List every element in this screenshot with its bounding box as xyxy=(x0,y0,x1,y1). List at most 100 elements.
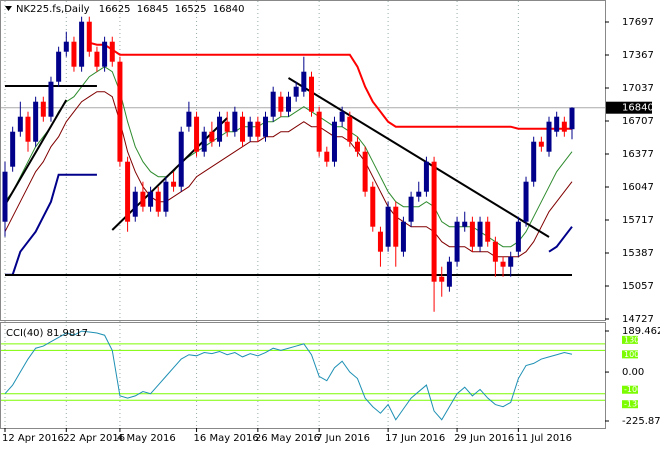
candle-body xyxy=(286,96,291,112)
candle-body xyxy=(308,76,314,112)
cci-line xyxy=(4,330,573,421)
y-tick-label: 17697 xyxy=(622,17,654,28)
last-price-label: 16840 xyxy=(622,103,654,114)
y-tick-label: 0.00 xyxy=(622,367,644,378)
candle-body xyxy=(2,171,8,222)
candle-body xyxy=(354,141,360,152)
x-tick-label: 16 May 2016 xyxy=(194,433,259,444)
candle-body xyxy=(561,121,567,132)
candle-body xyxy=(109,41,115,62)
y-tick-label: 14727 xyxy=(622,314,654,325)
candle-body xyxy=(492,241,498,262)
candle-body xyxy=(331,121,337,162)
overlay-line xyxy=(89,41,572,130)
last-high: 16845 xyxy=(137,4,169,15)
candle-body xyxy=(232,111,238,132)
candle-body xyxy=(17,116,23,132)
indicator-last: 81.9817 xyxy=(47,328,88,339)
candle-body xyxy=(377,231,383,252)
candle-body xyxy=(194,116,200,152)
x-tick-label: 17 Jun 2016 xyxy=(385,433,445,444)
level-label: -130 xyxy=(624,400,642,409)
candle-body xyxy=(263,116,269,137)
y-tick-label: 17037 xyxy=(622,83,654,94)
level-label-box xyxy=(622,335,638,344)
candle-body xyxy=(224,121,230,132)
y-tick-label: 16377 xyxy=(622,149,654,160)
last-low: 16525 xyxy=(175,4,207,15)
candle-body xyxy=(132,191,138,217)
candle-body xyxy=(485,221,491,242)
menu-arrow xyxy=(5,6,12,11)
candle-body xyxy=(178,131,184,187)
y-tick-label: -225.876 xyxy=(622,416,660,427)
candle-body xyxy=(155,191,161,212)
level-label: 100 xyxy=(624,350,639,359)
chart-title: NK225.fs,Daily xyxy=(16,4,90,15)
trendline xyxy=(4,99,68,206)
candle-body xyxy=(408,196,414,222)
candle-body xyxy=(209,131,215,142)
last-open: 16625 xyxy=(99,4,131,15)
overlay-line xyxy=(548,226,573,253)
candle-body xyxy=(148,191,154,207)
indicator-title: CCI(40) xyxy=(6,328,44,339)
overlay-line xyxy=(4,91,573,258)
candle-body xyxy=(515,221,521,252)
candle-body xyxy=(171,181,177,187)
y-tick-label: 189.4629 xyxy=(622,326,660,337)
candle-body xyxy=(500,261,506,267)
y-tick-label: 15057 xyxy=(622,281,654,292)
candle-body xyxy=(10,131,16,167)
candle-body xyxy=(301,71,307,92)
candle-body xyxy=(439,276,445,282)
candle-body xyxy=(508,256,514,267)
candle-body xyxy=(56,51,62,82)
x-tick-label: 22 Apr 2016 xyxy=(63,433,125,444)
x-tick-label: 12 Apr 2016 xyxy=(2,433,64,444)
main-frame xyxy=(0,0,606,321)
candle-body xyxy=(201,131,207,152)
x-tick-label: 26 May 2016 xyxy=(255,433,320,444)
y-tick-label: 16047 xyxy=(622,182,654,193)
overlay-line xyxy=(5,173,97,276)
candle-body xyxy=(554,116,560,132)
trendline xyxy=(287,77,550,238)
candle-body xyxy=(71,41,77,67)
candle-body xyxy=(33,101,39,142)
level-label: 130 xyxy=(624,335,639,344)
y-tick-label: 17367 xyxy=(622,50,654,61)
candle-body xyxy=(48,81,54,117)
trendline xyxy=(111,117,228,231)
candle-body xyxy=(25,116,31,142)
candle-body xyxy=(462,221,468,227)
candle-body xyxy=(86,21,92,52)
chart-header: NK225.fs,Daily 16625 16845 16525 16840 xyxy=(16,4,245,15)
candle-body xyxy=(416,191,422,197)
candle-body xyxy=(477,221,483,247)
candle-body xyxy=(125,161,131,222)
candle-body xyxy=(454,221,460,262)
y-tick-label: 16707 xyxy=(622,116,654,127)
candle-body xyxy=(40,101,46,117)
candle-body xyxy=(347,116,353,142)
x-tick-label: 29 Jun 2016 xyxy=(454,433,514,444)
candle-body xyxy=(362,151,368,192)
candle-body xyxy=(385,206,391,247)
candle-body xyxy=(117,61,123,162)
candle-body xyxy=(94,51,100,67)
y-tick-label: 15387 xyxy=(622,248,654,259)
candle-body xyxy=(339,111,345,122)
candle-body xyxy=(469,221,475,247)
level-label: -100 xyxy=(624,385,642,394)
candle-body xyxy=(102,41,108,67)
indicator-frame xyxy=(0,322,606,429)
candle-body xyxy=(247,121,253,137)
candle-body xyxy=(370,186,376,227)
level-label-box xyxy=(622,400,638,409)
candle-body xyxy=(446,261,452,287)
candle-body xyxy=(316,111,322,152)
